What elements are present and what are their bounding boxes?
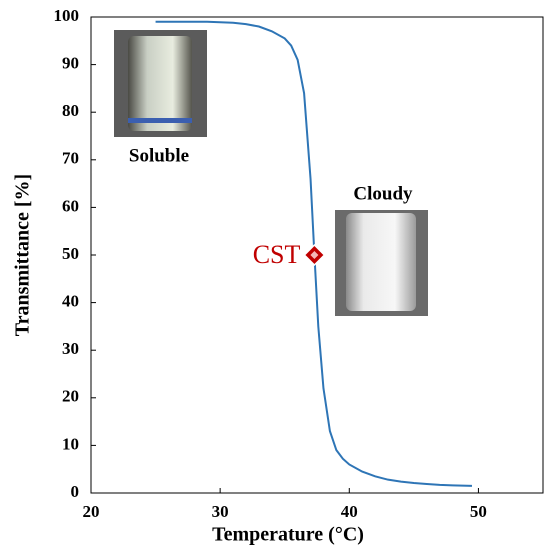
x-tick-label: 20 bbox=[83, 502, 100, 521]
y-tick-label: 70 bbox=[62, 149, 79, 168]
vial-clear bbox=[114, 30, 207, 137]
y-tick-label: 10 bbox=[62, 434, 79, 453]
y-axis-label: Transmittance [%] bbox=[12, 174, 34, 336]
x-tick-label: 50 bbox=[470, 502, 487, 521]
vial-cloudy bbox=[335, 210, 428, 316]
x-axis-label: Temperature (°C) bbox=[212, 524, 364, 546]
y-tick-label: 20 bbox=[62, 387, 79, 406]
y-tick-label: 50 bbox=[62, 244, 79, 263]
x-tick-label: 30 bbox=[212, 502, 229, 521]
y-tick-label: 90 bbox=[62, 54, 79, 73]
y-tick-label: 100 bbox=[54, 6, 80, 25]
annotation: Cloudy bbox=[353, 183, 413, 204]
chart: Soluble Cloudy Temperature (°C) Transmit… bbox=[0, 0, 544, 551]
y-tick-label: 0 bbox=[71, 482, 80, 501]
y-tick-label: 60 bbox=[62, 196, 79, 215]
y-tick-label: 30 bbox=[62, 339, 79, 358]
y-tick-label: 80 bbox=[62, 101, 79, 120]
annotation: Soluble bbox=[129, 145, 189, 166]
y-tick-label: 40 bbox=[62, 292, 79, 311]
cst-label: CST bbox=[253, 240, 301, 269]
x-tick-label: 40 bbox=[341, 502, 358, 521]
